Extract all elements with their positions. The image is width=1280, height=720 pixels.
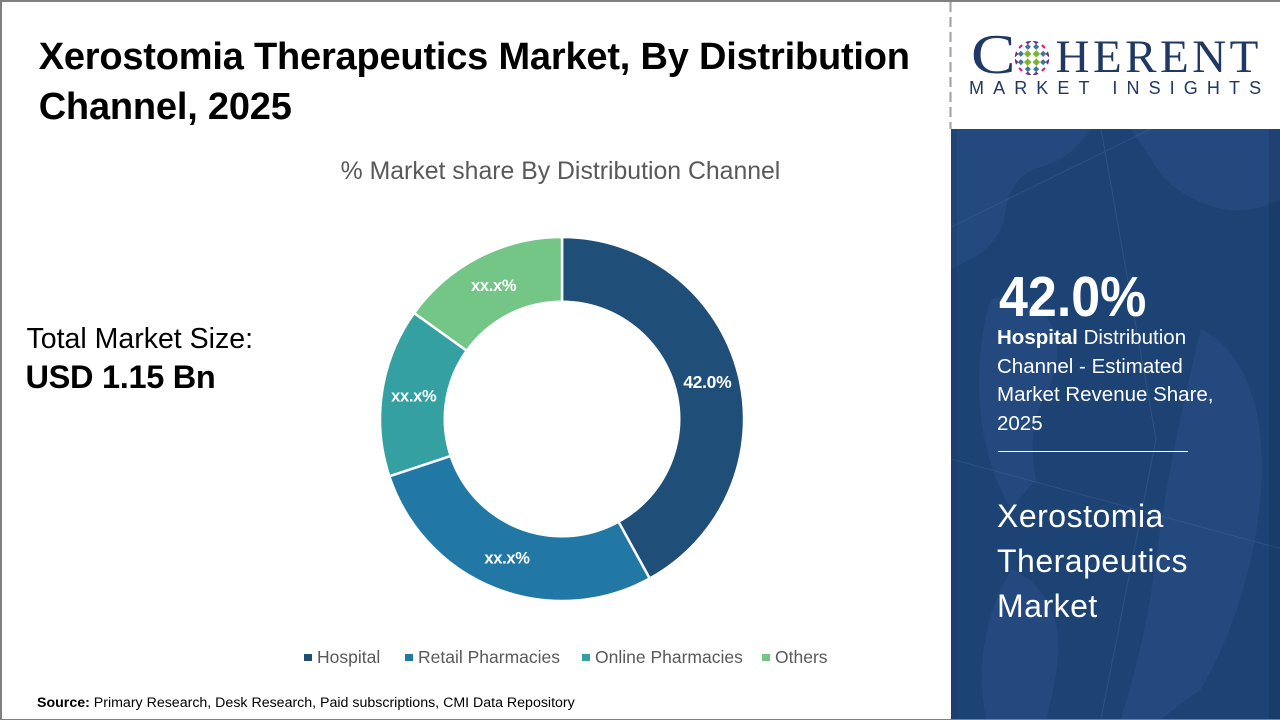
svg-text:42.0%: 42.0% (683, 372, 732, 392)
svg-text:xx.x%: xx.x% (471, 276, 517, 294)
svg-text:xx.x%: xx.x% (391, 387, 437, 405)
svg-text:xx.x%: xx.x% (484, 549, 530, 567)
